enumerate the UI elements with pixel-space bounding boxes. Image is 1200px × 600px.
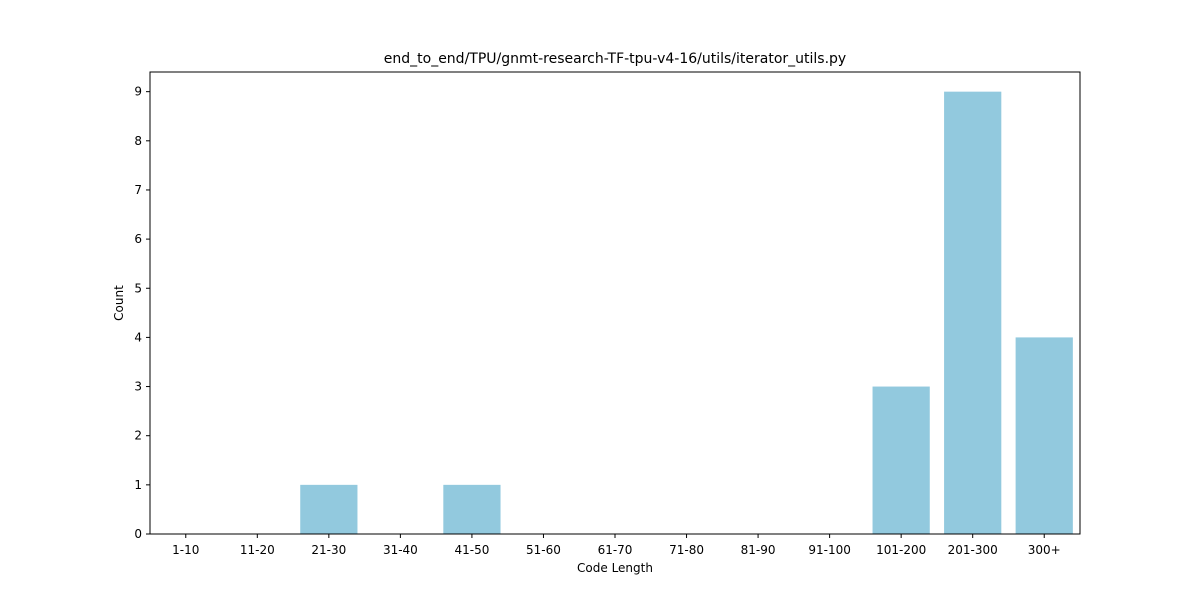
x-axis-title: Code Length	[577, 561, 653, 575]
y-tick-label: 8	[134, 134, 142, 148]
y-tick-label: 9	[134, 85, 142, 99]
bars-group	[300, 91, 1073, 534]
y-tick-label: 0	[134, 527, 142, 541]
bar-201-300	[944, 91, 1002, 534]
x-tick-label: 61-70	[598, 543, 633, 557]
x-tick-label: 71-80	[669, 543, 704, 557]
x-tick-label: 101-200	[876, 543, 926, 557]
y-tick-label: 5	[134, 281, 142, 295]
plot-area-frame	[149, 71, 1081, 535]
y-axis-title: Count	[112, 285, 126, 321]
bar-21-30	[300, 484, 358, 534]
x-tick-label: 41-50	[454, 543, 489, 557]
x-tick-label: 21-30	[311, 543, 346, 557]
x-tick-label: 81-90	[741, 543, 776, 557]
x-tick-label: 51-60	[526, 543, 561, 557]
bar-300+	[1015, 337, 1073, 534]
x-tick-label: 1-10	[172, 543, 199, 557]
y-axis-ticks: 0 1 2 3 4 5 6 7 8 9	[134, 85, 150, 541]
x-tick-label: 91-100	[808, 543, 851, 557]
x-tick-label: 11-20	[240, 543, 275, 557]
bar-41-50	[443, 484, 501, 534]
chart-title: end_to_end/TPU/gnmt-research-TF-tpu-v4-1…	[384, 51, 846, 67]
x-tick-label: 201-300	[948, 543, 998, 557]
y-tick-label: 7	[134, 183, 142, 197]
x-tick-label: 31-40	[383, 543, 418, 557]
y-tick-label: 3	[134, 380, 142, 394]
y-tick-label: 4	[134, 330, 142, 344]
bar-101-200	[872, 386, 930, 534]
y-tick-label: 2	[134, 429, 142, 443]
x-tick-label: 300+	[1028, 543, 1061, 557]
x-axis-ticks: 1-10 11-20 21-30 31-40 41-50 51-60 61-70 71-80 8…	[172, 534, 1061, 557]
y-tick-label: 6	[134, 232, 142, 246]
y-tick-label: 1	[134, 478, 142, 492]
